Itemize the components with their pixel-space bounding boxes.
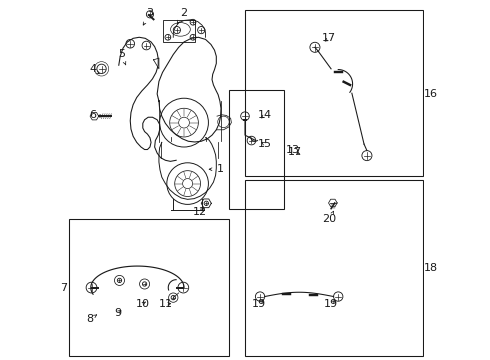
Bar <box>229 90 285 209</box>
Text: 10: 10 <box>136 299 150 309</box>
Bar <box>245 10 422 176</box>
Text: 4: 4 <box>89 64 99 74</box>
Bar <box>69 220 229 356</box>
Text: 7: 7 <box>60 283 68 293</box>
Text: 9: 9 <box>114 308 121 318</box>
Text: 12: 12 <box>193 207 207 217</box>
Text: 11: 11 <box>159 299 173 309</box>
Text: 8: 8 <box>87 314 97 324</box>
Bar <box>163 21 195 42</box>
Text: 14: 14 <box>258 111 272 121</box>
Text: 18: 18 <box>423 263 438 273</box>
Text: 17: 17 <box>322 33 336 43</box>
Text: 5: 5 <box>118 49 126 65</box>
Text: 2: 2 <box>177 8 188 23</box>
Text: 15: 15 <box>258 139 272 149</box>
Text: 3: 3 <box>143 8 153 25</box>
Text: 19: 19 <box>252 299 267 309</box>
Text: 13: 13 <box>286 144 300 154</box>
Text: 16: 16 <box>423 89 438 99</box>
Text: 19: 19 <box>324 299 338 309</box>
Bar <box>245 180 422 356</box>
Text: 6: 6 <box>89 111 102 121</box>
Text: 1: 1 <box>209 164 223 174</box>
Text: 20: 20 <box>322 211 336 224</box>
Text: 17: 17 <box>288 147 302 157</box>
